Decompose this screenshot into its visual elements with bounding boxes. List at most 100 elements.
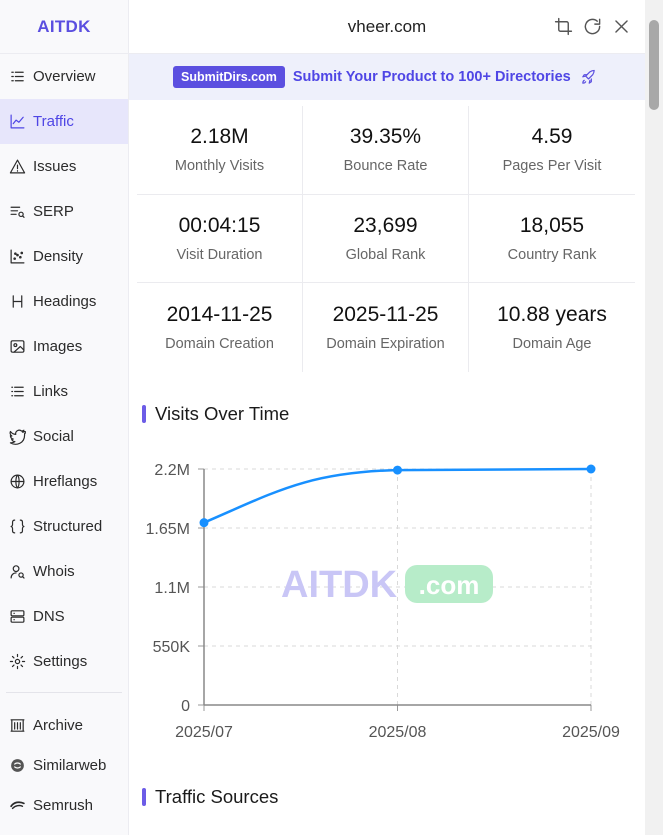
data-point <box>586 464 596 474</box>
sources-section-title: Traffic Sources <box>142 786 278 808</box>
stat-label: Domain Expiration <box>326 335 445 352</box>
nav-label: DNS <box>33 608 65 625</box>
archive-icon <box>8 716 26 734</box>
stat-value: 23,699 <box>353 213 418 237</box>
stat-value: 10.88 years <box>497 302 607 326</box>
x-tick-label: 2025/09 <box>562 724 620 741</box>
stat-card: 2025-11-25 Domain Expiration <box>303 283 469 372</box>
stat-card: 10.88 years Domain Age <box>469 283 635 372</box>
gear-icon <box>8 653 26 671</box>
visits-chart[interactable]: 0 550K 1.1M 1.65M 2.2M 2025/07 2025/08 2025/09 A… <box>129 440 645 750</box>
stats-grid: 2.18M Monthly Visits 39.35% Bounce Rate 4.59… <box>137 106 635 372</box>
refresh-icon[interactable] <box>583 17 602 36</box>
sidebar-item-social[interactable]: Social <box>0 414 128 459</box>
y-tick-label: 2.2M <box>154 462 190 479</box>
serp-icon <box>8 203 26 221</box>
stat-card: 2.18M Monthly Visits <box>137 106 303 195</box>
stat-value: 2.18M <box>190 125 249 149</box>
nav-label: Structured <box>33 518 103 535</box>
similarweb-icon <box>8 756 26 774</box>
nav-list: Overview Traffic Issues SERP Density Headings… <box>0 54 128 684</box>
nav-label: Headings <box>33 293 97 310</box>
links-icon <box>8 383 26 401</box>
stat-card: 23,699 Global Rank <box>303 194 469 283</box>
promo-banner[interactable]: SubmitDirs.com Submit Your Product to 10… <box>129 54 645 100</box>
close-icon[interactable] <box>612 17 631 36</box>
sidebar-item-dns[interactable]: DNS <box>0 594 128 639</box>
watermark-badge <box>405 565 493 603</box>
scrollbar-thumb[interactable] <box>649 20 659 110</box>
promo-text[interactable]: Submit Your Product to 100+ Directories <box>292 69 571 85</box>
nav-label: Links <box>33 383 69 400</box>
section-accent-bar <box>142 405 146 423</box>
sidebar-item-links[interactable]: Links <box>0 369 128 414</box>
stat-value: 2025-11-25 <box>332 302 439 326</box>
section-accent-bar <box>142 788 146 806</box>
crop-icon[interactable] <box>554 17 573 36</box>
external-link-similarweb[interactable]: Similarweb <box>0 745 128 785</box>
heading-icon <box>8 293 26 311</box>
stat-card: 00:04:15 Visit Duration <box>137 194 303 283</box>
list-icon <box>8 68 26 86</box>
sidebar-item-whois[interactable]: Whois <box>0 549 128 594</box>
rocket-icon <box>580 69 597 86</box>
sidebar: AITDK Overview Traffic Issues SERP Density He… <box>0 0 129 835</box>
y-tick-label: 1.65M <box>146 521 190 538</box>
stat-label: Country Rank <box>507 246 597 263</box>
y-tick-label: 0 <box>181 698 190 715</box>
stat-label: Monthly Visits <box>174 158 265 175</box>
semrush-icon <box>8 796 26 814</box>
sidebar-item-settings[interactable]: Settings <box>0 639 128 684</box>
sidebar-item-density[interactable]: Density <box>0 234 128 279</box>
topbar: vheer.com <box>129 0 645 54</box>
external-links: Archive Similarweb Semrush <box>0 705 128 825</box>
data-point <box>393 465 402 475</box>
stat-value: 00:04:15 <box>178 213 261 237</box>
stat-label: Domain Creation <box>165 335 274 352</box>
scrollbar[interactable] <box>645 0 663 835</box>
nav-label: Overview <box>33 68 96 85</box>
x-tick-label: 2025/07 <box>175 724 233 741</box>
nav-label: Density <box>33 248 84 265</box>
x-tick-label: 2025/08 <box>369 724 427 741</box>
brand-logo[interactable]: AITDK <box>0 0 128 54</box>
nav-label: Settings <box>33 653 88 670</box>
watermark-text: AITDK <box>281 564 398 606</box>
stat-value: 2014-11-25 <box>166 302 273 326</box>
stat-card: 39.35% Bounce Rate <box>303 106 469 195</box>
braces-icon <box>8 518 26 536</box>
sidebar-item-headings[interactable]: Headings <box>0 279 128 324</box>
stat-value: 39.35% <box>349 125 422 149</box>
stat-value: 4.59 <box>531 125 573 149</box>
nav-divider <box>6 692 122 693</box>
promo-badge[interactable]: SubmitDirs.com <box>173 66 285 88</box>
scatter-icon <box>8 248 26 266</box>
sources-title-text: Traffic Sources <box>155 786 279 807</box>
nav-label: Social <box>33 428 74 445</box>
warning-icon <box>8 158 26 176</box>
sidebar-item-overview[interactable]: Overview <box>0 54 128 99</box>
sidebar-item-hreflangs[interactable]: Hreflangs <box>0 459 128 504</box>
external-link-archive[interactable]: Archive <box>0 705 128 745</box>
trend-icon <box>8 113 26 131</box>
nav-label: Issues <box>33 158 77 175</box>
nav-label: Archive <box>33 716 84 734</box>
nav-label: Traffic <box>33 113 74 130</box>
domain-title: vheer.com <box>347 16 427 36</box>
stat-label: Domain Age <box>512 335 592 352</box>
stat-label: Bounce Rate <box>343 158 428 175</box>
sidebar-item-issues[interactable]: Issues <box>0 144 128 189</box>
y-tick-label: 550K <box>153 639 191 656</box>
top-actions <box>554 17 631 36</box>
visits-title-text: Visits Over Time <box>155 403 290 424</box>
stat-card: 2014-11-25 Domain Creation <box>137 283 303 372</box>
external-link-semrush[interactable]: Semrush <box>0 785 128 825</box>
y-tick-label: 1.1M <box>154 580 190 597</box>
sidebar-item-images[interactable]: Images <box>0 324 128 369</box>
sidebar-item-structured[interactable]: Structured <box>0 504 128 549</box>
sidebar-item-traffic[interactable]: Traffic <box>0 99 128 144</box>
sidebar-item-serp[interactable]: SERP <box>0 189 128 234</box>
stat-value: 18,055 <box>519 213 585 237</box>
user-search-icon <box>8 563 26 581</box>
nav-label: Similarweb <box>33 756 107 774</box>
